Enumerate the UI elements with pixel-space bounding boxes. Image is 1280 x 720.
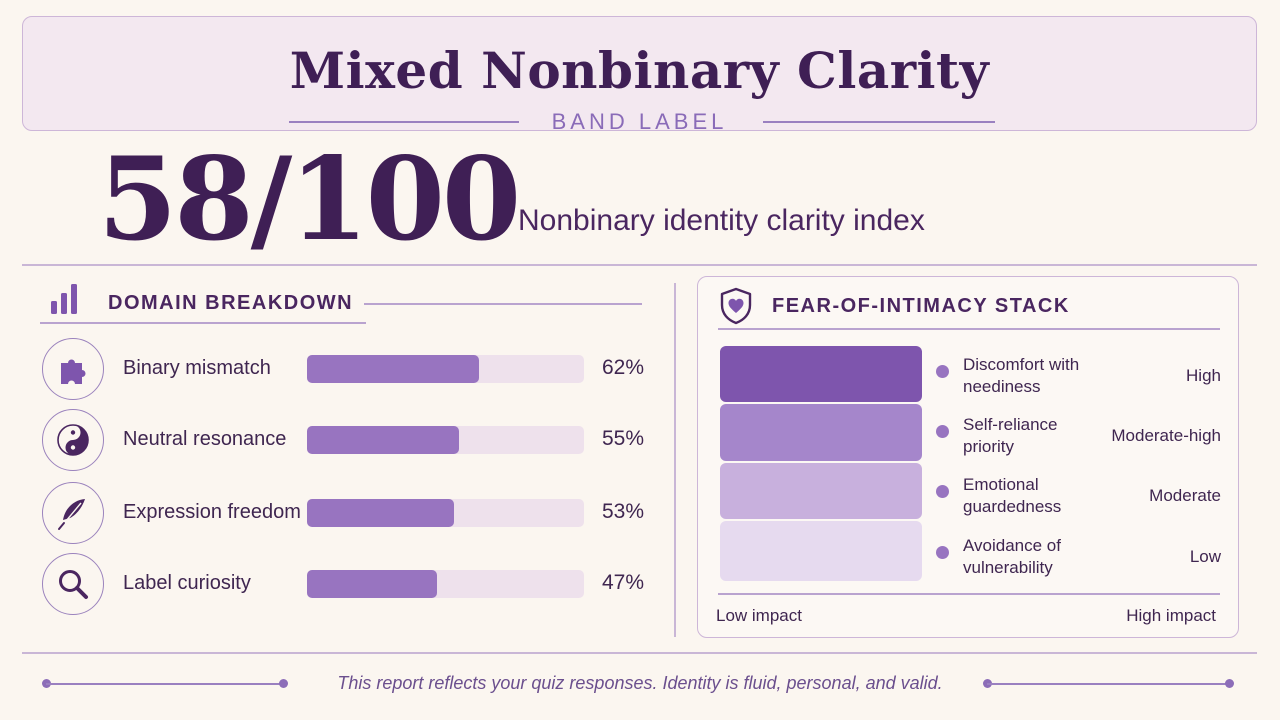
- domain-bar-track: [307, 426, 584, 454]
- stack-block: [720, 463, 922, 519]
- domain-label: Neutral resonance: [123, 428, 287, 450]
- domain-row: Label curiosity 47%: [42, 553, 652, 615]
- stack-block: [720, 346, 922, 402]
- bar-chart-icon: [51, 284, 77, 314]
- column-divider: [674, 283, 676, 637]
- domain-title-rule: [364, 303, 642, 305]
- puzzle-icon: [42, 338, 104, 400]
- stack-item: Avoidance of vulnerability Low: [936, 535, 1221, 591]
- domain-bar-fill: [307, 426, 460, 454]
- stack-item: Self-reliance priority Moderate-high: [936, 414, 1221, 470]
- stack-item-name: Emotional guardedness: [963, 475, 1062, 516]
- section-divider: [22, 264, 1257, 266]
- score-value: 58/100: [98, 132, 521, 266]
- stack-item: Discomfort with neediness High: [936, 354, 1221, 410]
- stack-item-level: Moderate: [1149, 486, 1221, 505]
- impact-low-label: Low impact: [716, 606, 802, 625]
- fear-stack-title: FEAR-OF-INTIMACY STACK: [772, 295, 1070, 317]
- domain-row: Neutral resonance 55%: [42, 409, 652, 471]
- stack-item-name: Discomfort with neediness: [963, 355, 1080, 396]
- domain-row: Binary mismatch 62%: [42, 338, 652, 400]
- bullet-dot: [936, 485, 949, 498]
- footer-text: This report reflects your quiz responses…: [337, 673, 943, 693]
- stack-item-level: Low: [1189, 547, 1221, 566]
- header-card: Mixed Nonbinary Clarity BAND LABEL: [22, 16, 1257, 134]
- domain-title-underline: [40, 322, 366, 324]
- domain-percent: 53%: [602, 500, 645, 523]
- domain-bar-track: [307, 570, 584, 598]
- domain-percent: 62%: [602, 356, 645, 379]
- score-label: Nonbinary identity clarity index: [518, 204, 925, 237]
- band-row: BAND LABEL: [23, 107, 1256, 137]
- feather-icon: [42, 482, 104, 544]
- stack-item: Emotional guardedness Moderate: [936, 474, 1221, 530]
- bullet-dot: [936, 425, 949, 438]
- domain-percent: 47%: [602, 571, 645, 594]
- report-title: Mixed Nonbinary Clarity: [289, 41, 990, 100]
- footer-divider: [22, 652, 1257, 654]
- domain-label: Binary mismatch: [123, 357, 271, 379]
- footer-dot-right-outer: [1225, 679, 1234, 688]
- footer-line-right: [987, 683, 1229, 685]
- band-label: BAND LABEL: [551, 109, 728, 134]
- band-divider-right: [763, 121, 995, 123]
- stack-item-level: High: [1186, 366, 1221, 385]
- stack-item-name: Self-reliance priority: [963, 415, 1058, 456]
- impact-high-label: High impact: [1126, 606, 1216, 625]
- stack-item-name: Avoidance of vulnerability: [963, 536, 1061, 577]
- bullet-dot: [936, 546, 949, 559]
- domain-percent: 55%: [602, 427, 645, 450]
- domain-bar-fill: [307, 355, 479, 383]
- stack-item-level: Moderate-high: [1111, 426, 1221, 445]
- domain-bar-fill: [307, 570, 438, 598]
- domain-bar-track: [307, 499, 584, 527]
- impact-scale-line: [718, 593, 1220, 595]
- fear-title-underline: [718, 328, 1220, 330]
- footer-dot-left-inner: [279, 679, 288, 688]
- stack-block: [720, 521, 922, 581]
- bullet-dot: [936, 365, 949, 378]
- domain-row: Expression freedom 53%: [42, 482, 652, 544]
- stack-block: [720, 404, 922, 461]
- domain-label: Label curiosity: [123, 572, 251, 594]
- footer-line-left: [46, 683, 284, 685]
- domain-label: Expression freedom: [123, 501, 301, 523]
- domain-breakdown-title: DOMAIN BREAKDOWN: [108, 292, 354, 314]
- magnifier-icon: [42, 553, 104, 615]
- domain-bar-fill: [307, 499, 454, 527]
- band-divider-left: [289, 121, 519, 123]
- domain-bar-track: [307, 355, 584, 383]
- fear-stack-card: FEAR-OF-INTIMACY STACK Discomfort with ne…: [697, 276, 1239, 638]
- shield-heart-icon: [720, 287, 752, 325]
- yin-yang-icon: [42, 409, 104, 471]
